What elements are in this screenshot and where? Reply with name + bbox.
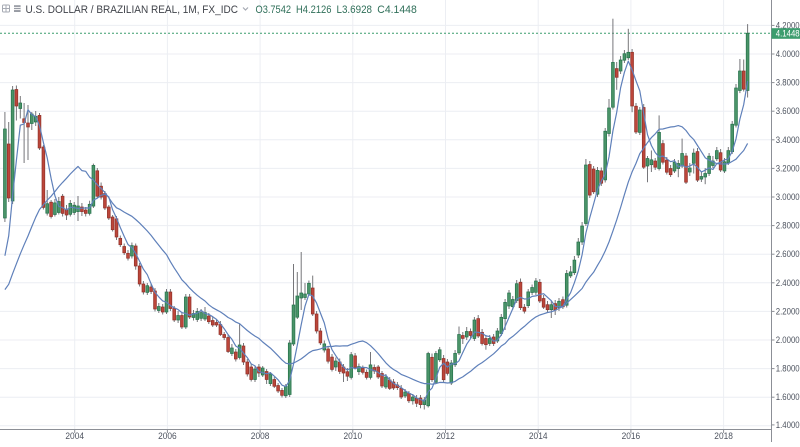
svg-text:1.4000: 1.4000 <box>776 420 800 430</box>
svg-text:3.0000: 3.0000 <box>776 192 800 202</box>
svg-text:3.6000: 3.6000 <box>776 106 800 116</box>
svg-text:3.4000: 3.4000 <box>776 135 800 145</box>
svg-text:L3.6928: L3.6928 <box>337 4 373 16</box>
svg-text:2018: 2018 <box>714 431 733 441</box>
svg-text:2.8000: 2.8000 <box>776 221 800 231</box>
svg-text:U.S. DOLLAR / BRAZILIAN REAL,: U.S. DOLLAR / BRAZILIAN REAL, 1M, FX_IDC <box>26 4 239 16</box>
svg-text:2.0000: 2.0000 <box>776 335 800 345</box>
svg-text:2.4000: 2.4000 <box>776 278 800 288</box>
svg-text:H4.2126: H4.2126 <box>296 4 332 16</box>
svg-text:4.1448: 4.1448 <box>776 28 800 38</box>
svg-text:2014: 2014 <box>529 431 548 441</box>
svg-text:2.2000: 2.2000 <box>776 306 800 316</box>
svg-text:1.8000: 1.8000 <box>776 364 800 374</box>
svg-text:2012: 2012 <box>436 431 455 441</box>
svg-text:3.8000: 3.8000 <box>776 78 800 88</box>
svg-text:1.6000: 1.6000 <box>776 392 800 402</box>
svg-text:2010: 2010 <box>344 431 363 441</box>
svg-text:4.0000: 4.0000 <box>776 49 800 59</box>
svg-text:3.2000: 3.2000 <box>776 163 800 173</box>
svg-text:O3.7542: O3.7542 <box>256 4 292 16</box>
svg-text:2004: 2004 <box>65 431 84 441</box>
svg-text:2016: 2016 <box>622 431 641 441</box>
svg-text:C4.1448: C4.1448 <box>377 4 417 16</box>
svg-text:2.6000: 2.6000 <box>776 249 800 259</box>
svg-text:2006: 2006 <box>158 431 177 441</box>
svg-text:2008: 2008 <box>251 431 270 441</box>
